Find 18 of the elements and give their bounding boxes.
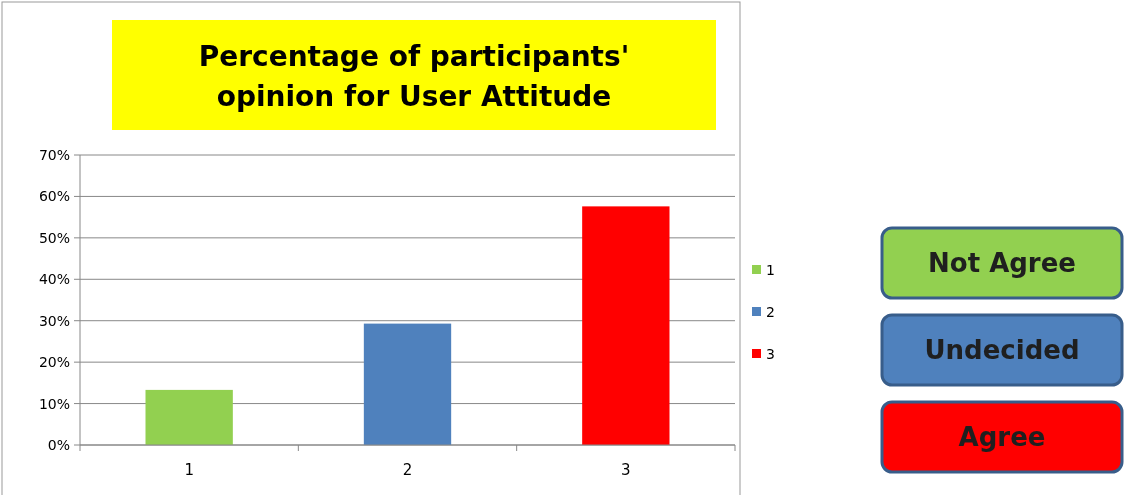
legend-label: 2 bbox=[766, 304, 775, 320]
y-tick-label: 30% bbox=[38, 312, 70, 329]
text: Undecided bbox=[924, 335, 1080, 365]
text: Agree bbox=[958, 422, 1046, 452]
y-tick-label: 40% bbox=[38, 271, 70, 288]
legend-label: 1 bbox=[766, 262, 775, 278]
x-tick-label: 3 bbox=[621, 461, 631, 479]
y-tick-label: 0% bbox=[47, 437, 70, 453]
legend-label: 3 bbox=[766, 346, 775, 362]
x-tick-label: 2 bbox=[402, 461, 413, 479]
y-tick-label: 60% bbox=[38, 188, 70, 205]
x-tick-label: 1 bbox=[184, 461, 194, 479]
chart-title: Percentage of participants' opinion for User Attitude bbox=[198, 40, 630, 113]
y-tick-label: 10% bbox=[38, 395, 70, 412]
y-tick-label: 50% bbox=[38, 229, 70, 246]
y-tick-label: 70% bbox=[38, 147, 70, 163]
y-tick-label: 20% bbox=[38, 354, 70, 371]
text: Not Agree bbox=[928, 248, 1076, 278]
